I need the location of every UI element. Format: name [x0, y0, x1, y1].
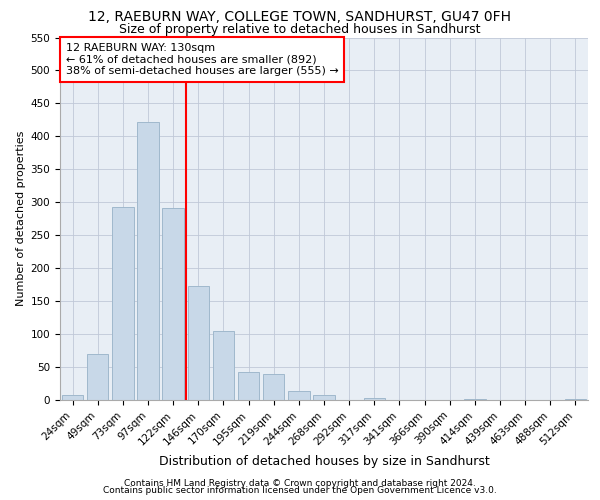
Text: Contains HM Land Registry data © Crown copyright and database right 2024.: Contains HM Land Registry data © Crown c…	[124, 478, 476, 488]
Bar	[313, 396, 335, 400]
Bar	[137, 122, 158, 400]
Text: Size of property relative to detached houses in Sandhurst: Size of property relative to detached ho…	[119, 22, 481, 36]
Text: Contains public sector information licensed under the Open Government Licence v3: Contains public sector information licen…	[103, 486, 497, 495]
Bar	[288, 391, 310, 400]
Bar	[565, 398, 586, 400]
Text: 12, RAEBURN WAY, COLLEGE TOWN, SANDHURST, GU47 0FH: 12, RAEBURN WAY, COLLEGE TOWN, SANDHURST…	[89, 10, 511, 24]
Bar	[188, 286, 209, 400]
Y-axis label: Number of detached properties: Number of detached properties	[16, 131, 26, 306]
Bar	[112, 207, 134, 400]
X-axis label: Distribution of detached houses by size in Sandhurst: Distribution of detached houses by size …	[158, 455, 490, 468]
Bar	[213, 331, 234, 400]
Bar	[62, 396, 83, 400]
Bar	[364, 398, 385, 400]
Bar	[464, 398, 485, 400]
Bar	[263, 374, 284, 400]
Bar	[238, 372, 259, 400]
Bar	[163, 208, 184, 400]
Text: 12 RAEBURN WAY: 130sqm
← 61% of detached houses are smaller (892)
38% of semi-de: 12 RAEBURN WAY: 130sqm ← 61% of detached…	[65, 43, 338, 76]
Bar	[87, 354, 109, 400]
